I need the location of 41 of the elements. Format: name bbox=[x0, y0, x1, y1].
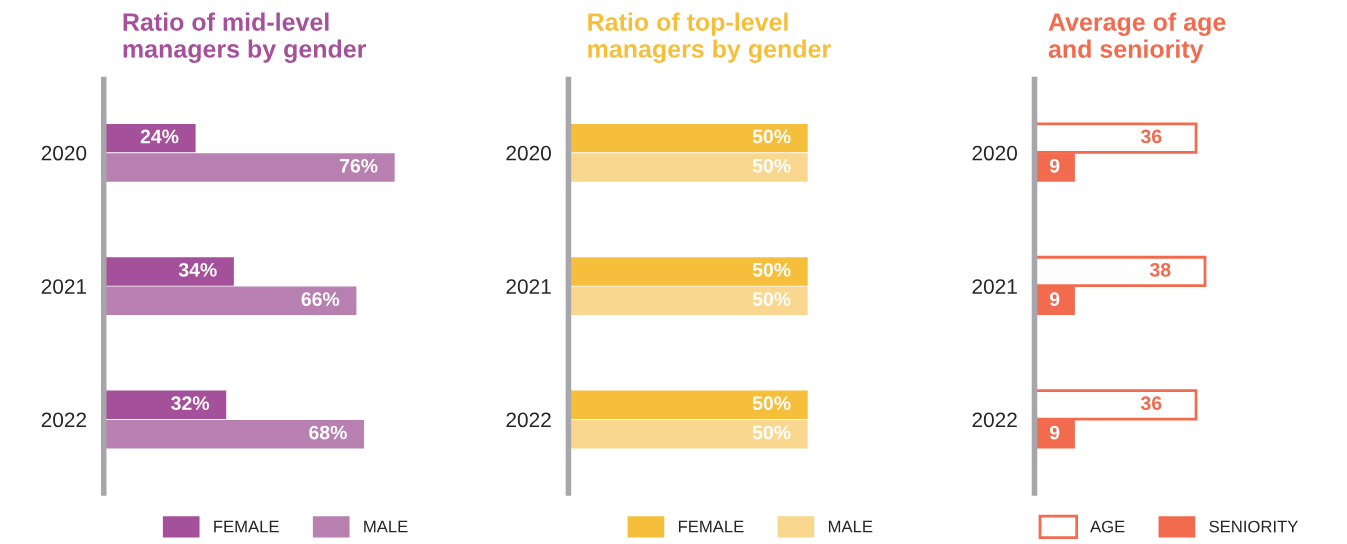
legend-label: FEMALE bbox=[678, 520, 744, 533]
data-label: 34% bbox=[178, 262, 217, 277]
data-label: 76% bbox=[339, 158, 378, 173]
y-tick-label: 2022 bbox=[972, 412, 1017, 428]
legend-label: FEMALE bbox=[214, 520, 279, 533]
data-label: 50% bbox=[752, 129, 791, 144]
y-tick-label: 2021 bbox=[972, 279, 1017, 294]
data-label: 50% bbox=[752, 292, 791, 307]
y-tick-label: 2021 bbox=[41, 279, 87, 294]
y-tick-label: 2020 bbox=[41, 145, 87, 161]
bar bbox=[103, 153, 395, 182]
data-label: 9 bbox=[1049, 292, 1060, 307]
legend-label: SENIORITY bbox=[1209, 520, 1299, 533]
chart-title: Ratio of top-level managers by gender bbox=[588, 12, 831, 63]
data-label: 50% bbox=[752, 158, 791, 173]
data-label: 36 bbox=[1140, 396, 1162, 411]
data-label: 9 bbox=[1049, 425, 1060, 440]
legend-label: MALE bbox=[828, 520, 873, 533]
data-label: 9 bbox=[1049, 158, 1060, 173]
legend-label: MALE bbox=[364, 520, 408, 533]
data-label: 32% bbox=[171, 396, 210, 411]
legend-label: AGE bbox=[1090, 520, 1125, 533]
data-label: 24% bbox=[140, 129, 179, 144]
data-label: 50% bbox=[752, 425, 791, 440]
data-label: 36 bbox=[1140, 129, 1162, 144]
y-tick-label: 2022 bbox=[506, 412, 551, 428]
data-label: 68% bbox=[309, 425, 347, 440]
data-label: 38 bbox=[1149, 262, 1171, 277]
chart-title: Ratio of mid-level managers by gender bbox=[123, 12, 367, 63]
bar bbox=[103, 419, 365, 449]
bar bbox=[103, 286, 357, 316]
y-tick-label: 2022 bbox=[41, 412, 87, 428]
y-tick-label: 2021 bbox=[506, 279, 551, 294]
data-label: 66% bbox=[301, 292, 340, 307]
data-label: 50% bbox=[752, 262, 791, 277]
chart-title: Average of age and seniority bbox=[1048, 12, 1226, 63]
data-label: 50% bbox=[752, 396, 791, 411]
bar bbox=[103, 257, 234, 286]
y-tick-label: 2020 bbox=[972, 145, 1018, 161]
bar bbox=[103, 390, 227, 420]
y-tick-label: 2020 bbox=[506, 145, 551, 161]
